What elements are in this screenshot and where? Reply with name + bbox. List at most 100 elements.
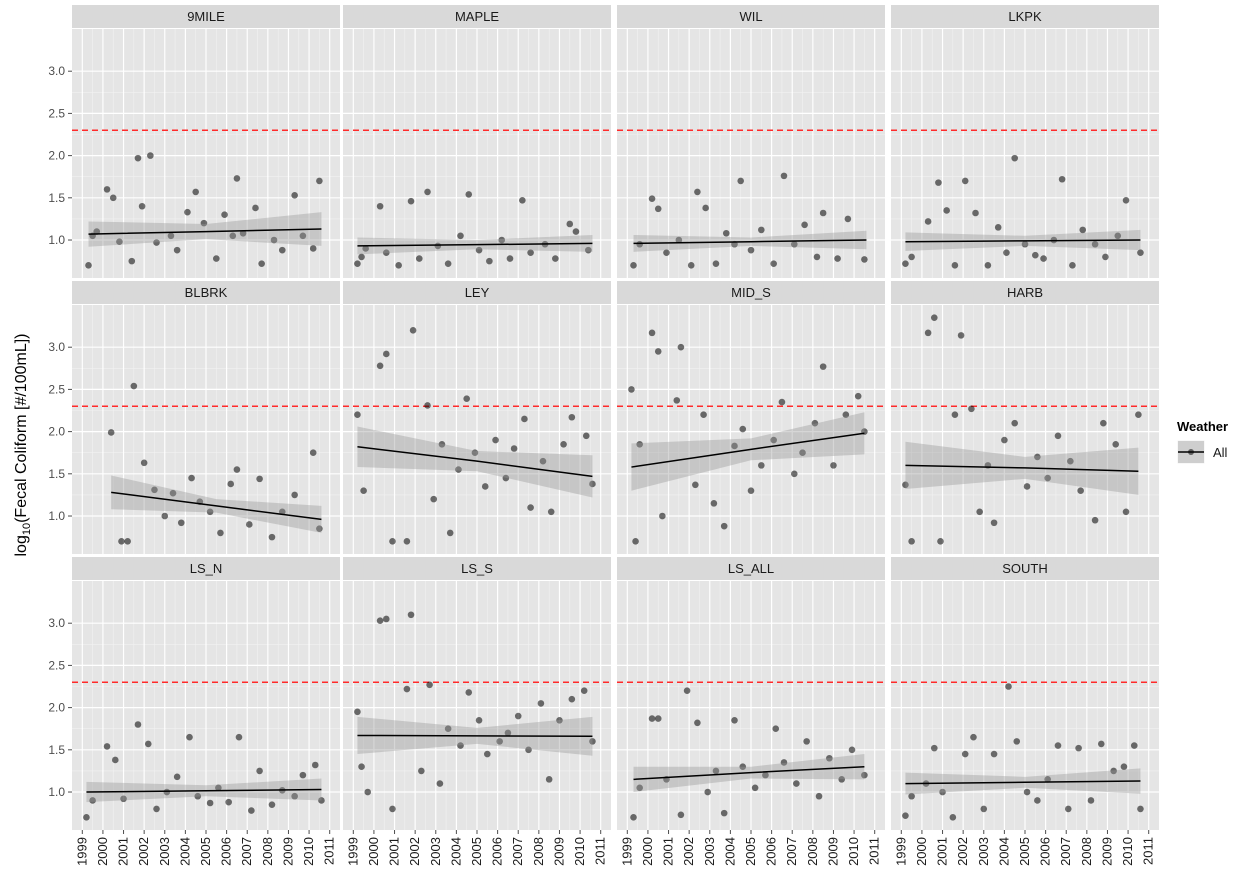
data-point	[227, 480, 235, 488]
data-point	[457, 232, 464, 240]
confidence-band	[88, 212, 322, 247]
x-tick-label: 2006	[1038, 837, 1053, 866]
data-point	[291, 191, 298, 199]
data-point	[192, 188, 199, 196]
confidence-band	[905, 768, 1141, 795]
trend-line	[357, 242, 593, 247]
data-point	[861, 771, 868, 779]
strip	[617, 557, 885, 580]
facet-panel: LKPK	[891, 5, 1159, 278]
data-point	[83, 814, 90, 821]
trend-line	[633, 765, 865, 781]
data-point	[1091, 240, 1099, 248]
data-point	[1097, 740, 1105, 748]
data-point	[972, 209, 979, 217]
x-tick-label: 2005	[198, 837, 213, 866]
data-point	[221, 211, 228, 218]
data-point	[376, 202, 384, 210]
data-point	[362, 245, 369, 252]
data-point	[506, 255, 514, 262]
x-tick-label: 2005	[1017, 837, 1032, 866]
data-point	[268, 801, 276, 808]
data-point	[382, 249, 390, 256]
data-point	[1044, 474, 1051, 482]
data-point	[939, 788, 946, 796]
data-point	[648, 195, 656, 202]
data-point	[636, 784, 643, 792]
data-point	[712, 767, 720, 775]
data-point	[188, 474, 195, 482]
data-point	[103, 743, 111, 750]
data-point	[790, 470, 798, 478]
data-point	[675, 236, 683, 244]
data-point	[144, 740, 152, 748]
data-point	[455, 466, 462, 473]
data-point	[134, 721, 142, 728]
data-point	[990, 519, 998, 527]
data-point	[140, 459, 148, 467]
data-point	[632, 538, 639, 545]
x-tick-label: 2011	[867, 837, 882, 865]
data-point	[1122, 197, 1130, 204]
data-point	[89, 797, 96, 804]
data-point	[444, 725, 452, 733]
data-point	[502, 474, 510, 482]
x-tick-label: 2009	[280, 837, 295, 866]
data-point	[834, 255, 841, 262]
data-point	[496, 738, 503, 745]
data-point	[673, 397, 681, 404]
data-point	[1100, 419, 1107, 427]
data-point	[376, 362, 384, 370]
data-point	[949, 814, 957, 821]
data-point	[153, 239, 160, 246]
trend-line	[905, 239, 1141, 243]
data-point	[1137, 249, 1144, 256]
x-tick-label: 2007	[1058, 837, 1073, 866]
data-point	[648, 329, 656, 337]
x-tick-label: 2011	[1141, 837, 1156, 865]
data-point	[1044, 776, 1051, 783]
trend-line	[633, 239, 867, 245]
data-point	[124, 538, 131, 545]
data-point	[364, 788, 372, 796]
data-point	[545, 776, 553, 783]
data-point	[291, 792, 298, 800]
data-point	[389, 805, 396, 813]
data-point	[943, 207, 950, 214]
data-point	[217, 529, 224, 537]
data-point	[194, 792, 202, 800]
data-point	[566, 220, 574, 228]
facet-panel: WIL	[617, 5, 885, 278]
data-point	[589, 480, 596, 488]
y-axis-title: log10(Fecal Coliform [#/100mL])	[13, 334, 33, 557]
x-tick-label: 2000	[914, 837, 929, 866]
data-point	[758, 226, 765, 234]
x-tick-label: 2003	[702, 837, 717, 866]
y-tick-label: 1.0	[48, 233, 65, 247]
data-point	[151, 486, 158, 494]
data-point	[85, 262, 92, 269]
data-point	[589, 738, 596, 745]
data-point	[270, 236, 278, 244]
trend-line	[357, 734, 593, 738]
data-point	[908, 792, 915, 800]
y-tick-label: 3.0	[48, 616, 65, 630]
strip	[343, 5, 611, 28]
x-tick-label: 2004	[177, 837, 192, 866]
x-tick-label: 2004	[996, 837, 1011, 866]
x-tick-label: 2010	[1120, 837, 1135, 866]
strip-label: BLBRK	[185, 285, 228, 300]
data-point	[206, 508, 214, 516]
data-point	[426, 681, 433, 689]
data-point	[737, 177, 744, 185]
data-point	[990, 750, 998, 758]
data-point	[694, 188, 701, 196]
strip-label: MID_S	[731, 285, 771, 300]
x-tick-label: 2004	[722, 837, 737, 866]
data-point	[799, 449, 806, 457]
data-point	[1079, 226, 1087, 234]
data-point	[924, 218, 932, 225]
data-point	[694, 719, 701, 727]
data-point	[354, 411, 361, 419]
x-tick-label: 2000	[95, 837, 110, 866]
